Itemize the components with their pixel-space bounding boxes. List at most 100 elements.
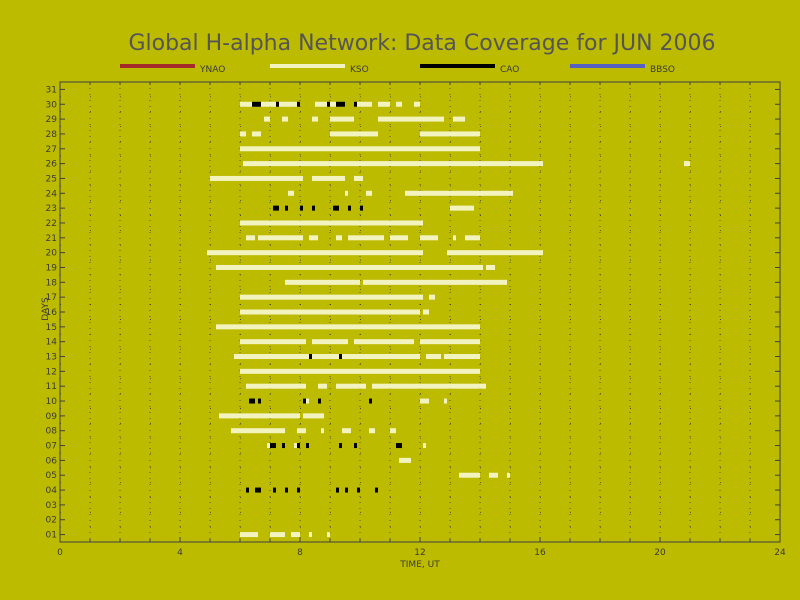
coverage-bar-kso (240, 131, 246, 137)
coverage-bar-cao (273, 205, 279, 211)
coverage-bar-kso (234, 354, 420, 360)
coverage-bar-kso (240, 368, 480, 374)
coverage-bar-kso (378, 116, 444, 122)
coverage-bar-kso (243, 161, 543, 167)
coverage-bar-kso (444, 354, 480, 360)
coverage-bar-cao (282, 443, 285, 449)
coverage-bar-cao (357, 487, 360, 493)
coverage-bar-cao (285, 205, 288, 211)
coverage-bar-kso (378, 101, 390, 107)
legend-swatch-ynao (120, 64, 195, 68)
y-tick-label: 17 (46, 293, 57, 303)
y-tick-label: 30 (46, 100, 58, 110)
coverage-bar-kso (336, 383, 366, 389)
coverage-bar-cao (354, 443, 357, 449)
coverage-bar-kso (330, 131, 378, 137)
coverage-bar-kso (309, 235, 318, 241)
y-axis-label: DAYS (41, 297, 51, 321)
y-tick-label: 16 (46, 308, 58, 318)
coverage-bar-cao (336, 101, 345, 107)
y-tick-label: 13 (46, 353, 57, 363)
coverage-bar-cao (309, 354, 312, 360)
coverage-bar-kso (270, 532, 285, 538)
legend-swatch-cao (420, 64, 495, 68)
coverage-bar-kso (684, 161, 690, 167)
coverage-bar-kso (240, 309, 420, 315)
coverage-bar-cao (339, 354, 342, 360)
coverage-bar-kso (240, 294, 423, 300)
x-tick-label: 4 (177, 548, 183, 558)
y-tick-label: 28 (46, 130, 58, 140)
chart-title: Global H-alpha Network: Data Coverage fo… (128, 31, 715, 56)
coverage-bar-cao (285, 487, 288, 493)
coverage-bar-cao (246, 487, 249, 493)
coverage-bar-kso (297, 428, 306, 434)
coverage-bar-kso (444, 398, 447, 404)
coverage-bar-kso (354, 339, 414, 345)
legend-label-bbso: BBSO (650, 65, 675, 75)
y-tick-label: 27 (46, 145, 57, 155)
x-tick-label: 20 (654, 548, 666, 558)
coverage-bar-cao (360, 205, 363, 211)
coverage-bar-cao (249, 398, 255, 404)
y-tick-label: 01 (46, 531, 57, 541)
y-tick-label: 11 (46, 382, 57, 392)
coverage-bar-kso (369, 428, 375, 434)
coverage-bar-cao (318, 398, 321, 404)
y-tick-label: 15 (46, 323, 57, 333)
coverage-bar-kso (390, 428, 396, 434)
coverage-bar-kso (450, 205, 474, 211)
y-tick-label: 26 (46, 160, 58, 170)
y-tick-label: 24 (46, 189, 58, 199)
coverage-bar-cao (375, 487, 378, 493)
coverage-bar-kso (354, 101, 372, 107)
coverage-bar-kso (219, 413, 300, 419)
coverage-bar-cao (297, 443, 300, 449)
coverage-bar-kso (285, 279, 360, 285)
y-tick-label: 31 (46, 85, 57, 95)
coverage-bar-kso (264, 116, 270, 122)
y-tick-label: 14 (46, 338, 58, 348)
coverage-bar-kso (318, 383, 327, 389)
coverage-bar-cao (354, 101, 357, 107)
coverage-bar-cao (333, 205, 339, 211)
x-tick-label: 0 (57, 548, 63, 558)
coverage-bar-kso (414, 101, 420, 107)
coverage-bar-kso (291, 532, 300, 538)
coverage-bar-cao (348, 205, 351, 211)
coverage-bar-kso (282, 116, 288, 122)
y-tick-label: 12 (46, 367, 57, 377)
coverage-bar-kso (216, 324, 480, 330)
coverage-bar-kso (327, 532, 330, 538)
x-axis-label: TIME, UT (399, 560, 440, 570)
coverage-bar-cao (345, 487, 348, 493)
coverage-bar-cao (300, 205, 303, 211)
coverage-bar-kso (420, 339, 480, 345)
coverage-bar-kso (426, 354, 441, 360)
coverage-bar-cao (327, 101, 330, 107)
coverage-bar-cao (273, 487, 276, 493)
coverage-bar-kso (342, 428, 351, 434)
y-tick-label: 10 (46, 397, 58, 407)
y-tick-label: 08 (46, 427, 58, 437)
coverage-bar-kso (312, 116, 318, 122)
coverage-bar-kso (246, 383, 306, 389)
y-tick-label: 29 (46, 115, 58, 125)
coverage-bar-kso (465, 235, 480, 241)
legend-swatch-bbso (570, 64, 645, 68)
coverage-bar-kso (210, 175, 303, 181)
coverage-bar-cao (276, 101, 279, 107)
coverage-bar-cao (297, 487, 300, 493)
coverage-bar-kso (240, 339, 306, 345)
coverage-bar-kso (372, 383, 486, 389)
coverage-bar-kso (363, 279, 507, 285)
coverage-bar-kso (303, 413, 324, 419)
y-tick-label: 25 (46, 174, 57, 184)
coverage-bar-cao (339, 443, 342, 449)
coverage-bar-kso (423, 443, 426, 449)
coverage-bar-kso (405, 190, 513, 196)
legend: YNAO KSO CAO BBSO (120, 64, 675, 75)
coverage-bar-kso (330, 116, 354, 122)
coverage-bar-kso (207, 250, 423, 256)
